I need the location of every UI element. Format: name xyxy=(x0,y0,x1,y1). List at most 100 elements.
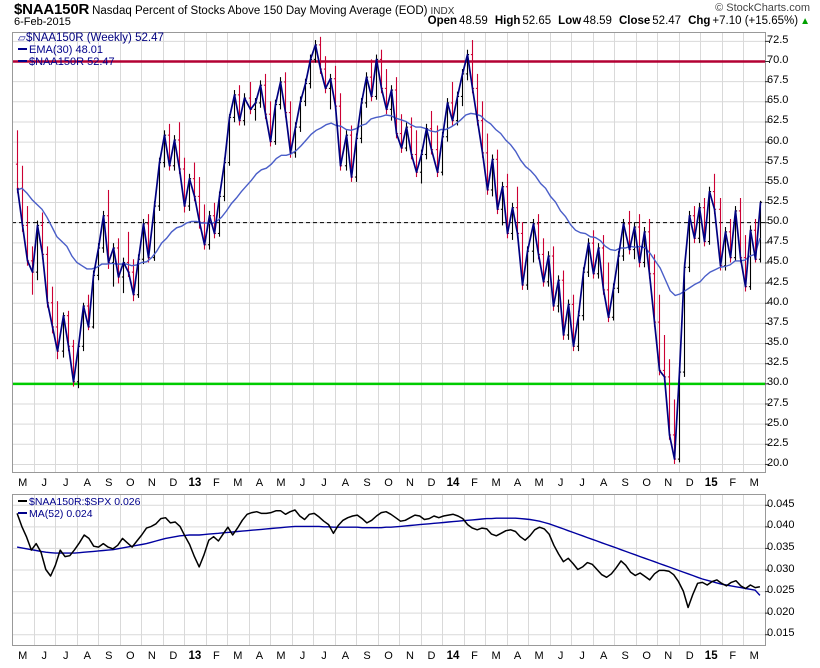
main-x-axis-tick-label: M xyxy=(491,477,501,489)
lower-x-axis-tick-label: O xyxy=(126,650,135,662)
change-up-arrow-icon: ▲ xyxy=(800,16,810,27)
close-value: 52.47 xyxy=(652,15,682,27)
main-y-axis-tick-label: 37.5 xyxy=(767,315,789,328)
lower-x-axis-tick-label: J xyxy=(299,650,306,662)
main-x-axis-tick-label: O xyxy=(384,477,393,489)
lower-y-axis-tick-label: 0.035 xyxy=(767,540,795,553)
lower-x-axis-tick-label: N xyxy=(406,650,414,662)
main-x-axis-tick-label: M xyxy=(534,477,544,489)
legend-ema-row[interactable]: EMA(30) 48.01 xyxy=(18,44,164,57)
main-y-axis-tick-label: 55.0 xyxy=(767,174,789,187)
main-x-axis-tick-label: D xyxy=(685,477,694,489)
ohlc-quote-bar: Open 48.59 High 52.65 Low 48.59 Close 52.47 Chg +… xyxy=(428,15,810,27)
main-x-axis-tick-label: O xyxy=(642,477,651,489)
lower-x-axis-tick-label: M xyxy=(534,650,544,662)
main-y-axis-tick-label: 50.0 xyxy=(767,215,789,228)
main-panel-frame xyxy=(12,32,766,473)
lower-x-axis-tick-label: J xyxy=(63,650,69,662)
lower-x-axis-tick-label: A xyxy=(599,650,608,662)
legend-ema-label: EMA(30) 48.01 xyxy=(29,44,103,56)
main-y-axis-tick-label: 62.5 xyxy=(767,114,789,127)
lower-x-axis-tick-label: N xyxy=(147,650,156,662)
main-y-axis-tick-label: 60.0 xyxy=(767,134,789,147)
lower-x-axis-tick-label: D xyxy=(427,650,436,662)
close-label: Close xyxy=(618,15,651,27)
lower-x-axis-tick-label: A xyxy=(513,650,522,662)
lower-x-axis-tick-label: J xyxy=(321,650,327,662)
lower-x-axis-tick-label: D xyxy=(685,650,694,662)
ratio-line-swatch-icon xyxy=(18,500,27,503)
main-y-axis-tick-label: 52.5 xyxy=(767,195,789,208)
legend-close-row[interactable]: $NAA150R 52.47 xyxy=(18,56,164,69)
main-y-axis-tick-label: 22.5 xyxy=(767,436,789,449)
lower-x-axis-tick-label: A xyxy=(341,650,350,662)
legend-ma-row[interactable]: MA(52) 0.024 xyxy=(18,508,141,521)
main-x-axis-tick-label: F xyxy=(729,477,737,489)
main-x-axis-tick-label: J xyxy=(321,477,327,489)
symbol-description: Nasdaq Percent of Stocks Above 150 Day M… xyxy=(92,5,428,17)
lower-x-axis-tick-label: J xyxy=(557,650,564,662)
ma52-line xyxy=(16,517,761,596)
lower-x-axis-tick-label: M xyxy=(749,650,759,662)
main-x-axis-tick-label: N xyxy=(147,477,156,489)
lower-x-axis-tick-label: D xyxy=(169,650,178,662)
chg-value: +7.10 (+15.65%) xyxy=(712,15,799,27)
main-x-axis-tick-label: S xyxy=(621,477,629,489)
main-x-axis-tick-label: J xyxy=(41,477,48,489)
main-panel-legend: ▱$NAA150R (Weekly) 52.47 EMA(30) 48.01 $… xyxy=(18,32,164,69)
main-x-axis-tick-label: 14 xyxy=(446,477,460,489)
lower-y-axis-tick-label: 0.025 xyxy=(767,584,795,597)
lower-x-axis-tick-label: N xyxy=(664,650,673,662)
main-x-axis-tick-label: F xyxy=(471,477,478,489)
main-y-axis-tick-label: 35.0 xyxy=(767,336,789,349)
lower-x-axis-tick-label: M xyxy=(491,650,501,662)
main-x-axis-tick-label: J xyxy=(299,477,306,489)
close-price-line xyxy=(16,44,762,460)
legend-ma-label: MA(52) 0.024 xyxy=(29,508,93,520)
close-line-swatch-icon xyxy=(18,60,27,63)
lower-x-axis-tick-label: J xyxy=(41,650,48,662)
lower-x-axis-tick-label: O xyxy=(384,650,393,662)
main-x-axis-tick-label: M xyxy=(233,477,243,489)
main-x-axis-tick-label: J xyxy=(557,477,564,489)
chart-title-row: $NAA150R Nasdaq Percent of Stocks Above 1… xyxy=(14,1,454,19)
lower-x-axis-tick-label: A xyxy=(83,650,91,662)
main-x-axis-tick-label: J xyxy=(63,477,69,489)
lower-x-axis-tick-label: M xyxy=(276,650,286,662)
main-y-axis-tick-label: 32.5 xyxy=(767,356,789,369)
lower-x-axis-tick-label: S xyxy=(105,650,113,662)
ema30-line xyxy=(16,112,761,297)
main-x-axis-tick-label: A xyxy=(83,477,91,489)
main-y-axis-tick-label: 70.0 xyxy=(767,54,789,66)
main-x-axis-tick-label: J xyxy=(579,477,585,489)
main-x-axis-tick-label: A xyxy=(341,477,350,489)
legend-close-label: $NAA150R 52.47 xyxy=(29,56,115,68)
main-y-axis-tick-label: 65.0 xyxy=(767,94,789,107)
main-x-axis-tick-label: 15 xyxy=(704,477,718,489)
lower-x-axis-tick-label: S xyxy=(621,650,629,662)
lower-x-axis-tick-label: 13 xyxy=(188,650,202,662)
lower-x-axis-tick-label: F xyxy=(729,650,737,662)
main-x-axis-tick-label: S xyxy=(105,477,113,489)
main-y-axis-tick-label: 40.0 xyxy=(767,295,789,308)
main-x-axis-tick-label: A xyxy=(255,477,264,489)
chart-date: 6-Feb-2015 xyxy=(14,16,71,28)
main-x-axis-tick-label: F xyxy=(213,477,220,489)
main-x-axis-tick-label: A xyxy=(599,477,608,489)
high-value: 52.65 xyxy=(522,15,552,27)
main-x-axis-tick-label: N xyxy=(406,477,414,489)
main-x-axis-tick-label: A xyxy=(513,477,522,489)
main-y-axis-tick-label: 30.0 xyxy=(767,376,789,389)
open-value: 48.59 xyxy=(459,15,488,27)
main-x-axis-tick-label: M xyxy=(18,477,28,489)
high-label: High xyxy=(494,15,521,27)
lower-x-axis-tick-label: O xyxy=(642,650,651,662)
ma-line-swatch-icon xyxy=(18,512,27,515)
legend-ratio-row[interactable]: $NAA150R:$SPX 0.026 xyxy=(18,496,141,509)
main-y-axis-tick-label: 27.5 xyxy=(767,396,789,409)
main-x-axis-tick-label: D xyxy=(427,477,436,489)
main-y-axis-tick-label: 25.0 xyxy=(767,416,789,429)
stockcharts-copyright: © StockCharts.com xyxy=(715,2,810,14)
